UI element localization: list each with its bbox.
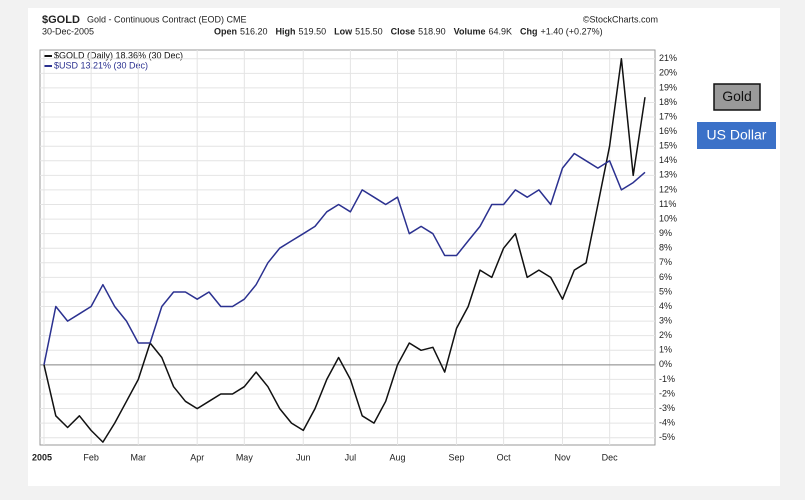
y-tick-label: 21% [659,53,677,63]
quote-item: Close [391,26,416,36]
quote-item: 518.90 [418,26,446,36]
x-tick-label: Sep [448,452,464,462]
x-tick-label: Dec [602,452,619,462]
grid [40,50,655,445]
y-tick-label: 17% [659,111,677,121]
y-tick-label: 7% [659,257,672,267]
chart-title: Gold - Continuous Contract (EOD) CME [87,14,247,24]
y-tick-label: 16% [659,126,677,136]
x-tick-label: Feb [83,452,99,462]
quote-item: 515.50 [355,26,383,36]
y-tick-label: 1% [659,345,672,355]
plot-frame [39,49,656,446]
x-tick-label: Oct [497,452,512,462]
y-tick-label: 20% [659,68,677,78]
y-tick-label: -2% [659,388,675,398]
y-tick-label: 3% [659,315,672,325]
quote-item: 516.20 [240,26,268,36]
legend-label: $GOLD (Daily) 18.36% (30 Dec) [54,50,183,60]
x-tick-label: Apr [190,452,204,462]
usd-button[interactable] [697,122,776,149]
source: ©StockCharts.com [583,14,658,24]
x-tick-label: Nov [555,452,572,462]
y-tick-label: 10% [659,213,677,223]
symbol: $GOLD [42,14,80,26]
quote-item: 519.50 [299,26,327,36]
legend: $GOLD (Daily) 18.36% (30 Dec)$USD 13.21%… [44,50,183,70]
series-line [43,152,646,365]
quote-item: Volume [454,26,486,36]
quote-item: Open [214,26,237,36]
y-tick-label: 19% [659,82,677,92]
y-tick-label: 13% [659,170,677,180]
y-tick-label: 18% [659,97,677,107]
y-tick-label: 11% [659,199,676,209]
y-tick-label: 15% [659,141,677,151]
y-tick-label: 6% [659,272,672,282]
y-tick-label: 12% [659,184,677,194]
y-tick-label: 4% [659,301,672,311]
x-tick-label: May [236,452,254,462]
quote-item: 64.9K [489,26,513,36]
y-tick-label: 5% [659,286,672,296]
quote-item: Chg [520,26,538,36]
date: 30-Dec-2005 [42,26,94,36]
x-tick-label: Jul [345,452,357,462]
x-tick-label: Jun [296,452,311,462]
series-line [43,57,646,443]
quote: Open 516.20 High 519.50 Low 515.50 Close 518.90… [214,26,603,36]
y-tick-label: 14% [659,155,677,165]
quote-item: High [276,26,296,36]
gold-button[interactable] [713,83,761,111]
y-tick-label: -3% [659,403,675,413]
quote-item: +1.40 (+0.27%) [541,26,603,36]
button-label: US Dollar [707,127,767,143]
quote-item: Low [334,26,353,36]
y-tick-label: 0% [659,359,672,369]
y-tick-label: -5% [659,432,675,442]
x-tick-label: 2005 [32,452,52,462]
button-label: Gold [722,88,752,104]
plot [40,57,655,443]
x-tick-label: Aug [390,452,406,462]
y-tick-label: -1% [659,374,675,384]
y-tick-label: -4% [659,418,675,428]
y-tick-label: 2% [659,330,672,340]
y-tick-label: 8% [659,243,672,253]
y-tick-label: 9% [659,228,672,238]
legend-label: $USD 13.21% (30 Dec) [54,60,148,70]
x-tick-label: Mar [131,452,147,462]
